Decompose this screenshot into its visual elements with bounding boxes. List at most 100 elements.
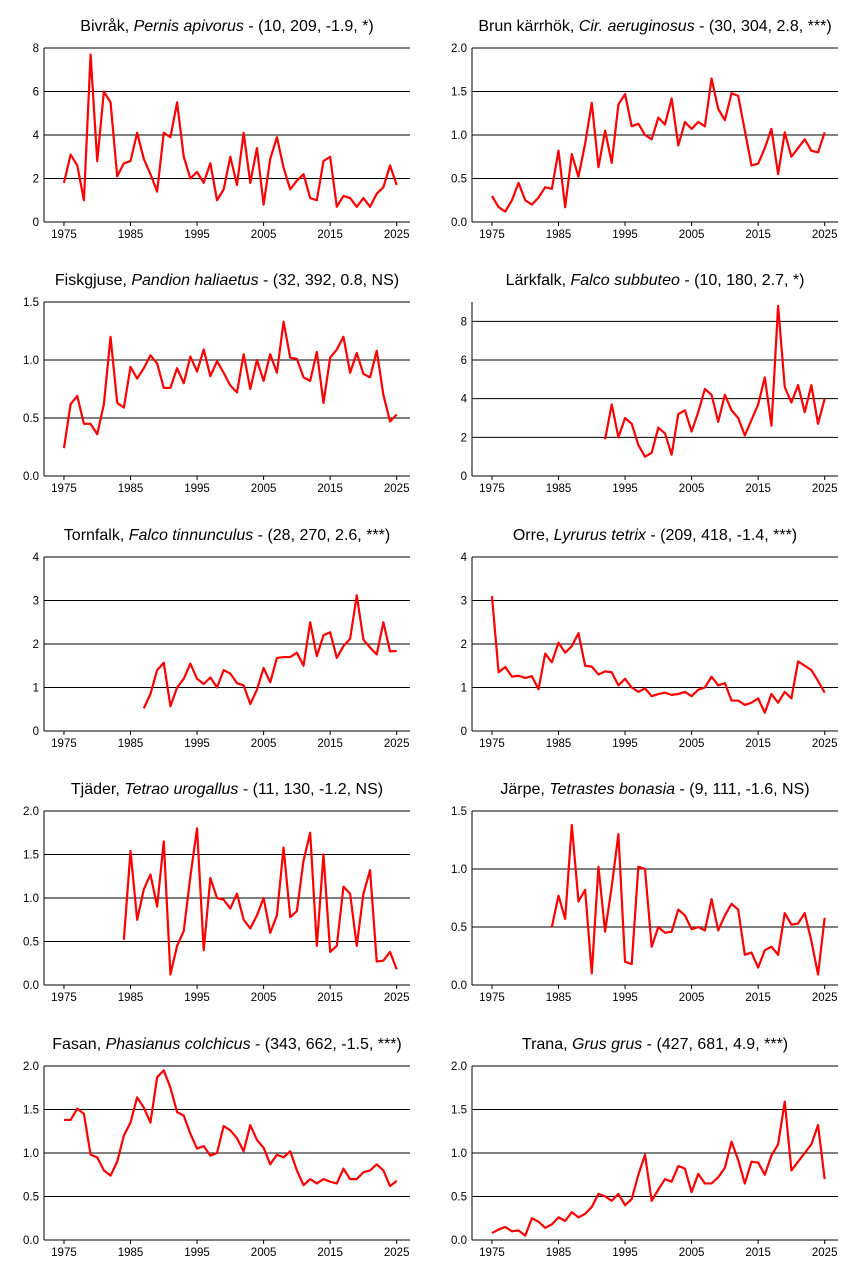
- x-tick-label: 2015: [745, 1247, 771, 1259]
- series-line: [604, 304, 826, 458]
- title-latin-name: Tetrao urogallus: [124, 781, 238, 798]
- x-tick-label: 2025: [812, 483, 838, 495]
- x-tick-label: 2005: [251, 229, 277, 241]
- title-latin-name: Pandion haliaetus: [131, 272, 258, 289]
- series-line: [550, 823, 826, 976]
- y-tick-label: 0.5: [451, 174, 467, 186]
- chart-title: Tornfalk, Falco tinnunculus - (28, 270, …: [64, 527, 390, 544]
- title-common-name: Tjäder,: [71, 781, 124, 798]
- title-stats: - (32, 392, 0.8, NS): [259, 272, 400, 289]
- title-latin-name: Falco subbuteo: [571, 272, 681, 289]
- x-tick-label: 1995: [612, 483, 638, 495]
- y-tick-label: 0: [33, 217, 39, 229]
- x-tick-label: 2015: [745, 229, 771, 241]
- y-tick-label: 2.0: [451, 1061, 467, 1073]
- y-tick-label: 0.5: [23, 1192, 39, 1204]
- x-tick-label: 1975: [51, 229, 77, 241]
- x-tick-label: 1975: [479, 738, 505, 750]
- title-common-name: Bivråk,: [80, 17, 133, 35]
- x-tick-label: 1995: [612, 992, 638, 1004]
- x-tick-label: 2025: [812, 992, 838, 1004]
- title-stats: - (343, 662, -1.5, ***): [251, 1036, 402, 1053]
- title-common-name: Orre,: [513, 527, 554, 544]
- x-tick-label: 2005: [251, 992, 277, 1004]
- y-tick-label: 1.0: [23, 893, 39, 905]
- chart-panel: Tornfalk, Falco tinnunculus - (28, 270, …: [33, 527, 410, 750]
- series-line: [491, 77, 826, 213]
- y-tick-label: 1.5: [451, 806, 467, 818]
- chart-panel: Brun kärrhök, Cir. aeruginosus - (30, 30…: [451, 18, 838, 241]
- title-stats: - (28, 270, 2.6, ***): [253, 527, 390, 544]
- y-tick-label: 0.5: [451, 922, 467, 934]
- y-tick-label: 6: [33, 87, 39, 99]
- x-tick-label: 2005: [251, 738, 277, 750]
- x-tick-label: 2015: [317, 738, 343, 750]
- y-tick-label: 0: [33, 726, 39, 738]
- x-tick-label: 2015: [745, 483, 771, 495]
- series-line: [142, 594, 397, 709]
- y-tick-label: 0.0: [23, 471, 39, 483]
- series-line: [62, 53, 398, 208]
- chart-title: Järpe, Tetrastes bonasia - (9, 111, -1.6…: [500, 781, 809, 798]
- chart-panel: Fiskgjuse, Pandion haliaetus - (32, 392,…: [23, 272, 410, 495]
- x-tick-label: 2015: [317, 992, 343, 1004]
- chart-panel: Lärkfalk, Falco subbuteo - (10, 180, 2.7…: [461, 272, 838, 495]
- x-tick-label: 2005: [251, 483, 277, 495]
- chart-title: Fasan, Phasianus colchicus - (343, 662, …: [52, 1036, 402, 1053]
- x-tick-label: 1975: [479, 992, 505, 1004]
- x-tick-label: 1975: [51, 483, 77, 495]
- chart-title: Tjäder, Tetrao urogallus - (11, 130, -1.…: [71, 781, 383, 798]
- y-tick-label: 1.5: [23, 850, 39, 862]
- y-tick-label: 1.5: [451, 1105, 467, 1117]
- title-stats: - (11, 130, -1.2, NS): [238, 781, 383, 798]
- title-latin-name: Pernis apivorus: [134, 18, 244, 35]
- title-common-name: Trana,: [522, 1036, 572, 1053]
- y-tick-label: 2: [33, 639, 39, 651]
- x-tick-label: 2015: [317, 1247, 343, 1259]
- y-tick-label: 0: [461, 471, 467, 483]
- title-common-name: Fasan,: [52, 1036, 105, 1053]
- title-stats: - (10, 209, -1.9, *): [244, 18, 374, 35]
- chart-panel: Järpe, Tetrastes bonasia - (9, 111, -1.6…: [451, 781, 838, 1004]
- y-tick-label: 4: [461, 394, 468, 406]
- chart-panel: Fasan, Phasianus colchicus - (343, 662, …: [23, 1036, 410, 1259]
- x-tick-label: 2005: [251, 1247, 277, 1259]
- y-tick-label: 3: [461, 596, 467, 608]
- y-tick-label: 2.0: [451, 43, 467, 55]
- y-tick-label: 0.0: [451, 980, 467, 992]
- title-latin-name: Falco tinnunculus: [129, 527, 254, 544]
- x-tick-label: 1985: [118, 229, 144, 241]
- y-tick-label: 1.5: [23, 297, 39, 309]
- series-line: [490, 596, 826, 714]
- x-tick-label: 2025: [384, 738, 410, 750]
- x-tick-label: 1975: [479, 1247, 505, 1259]
- x-tick-label: 1995: [184, 483, 210, 495]
- chart-title: Orre, Lyrurus tetrix - (209, 418, -1.4, …: [513, 527, 797, 544]
- x-tick-label: 1975: [51, 738, 77, 750]
- series-line: [491, 1100, 826, 1237]
- y-tick-label: 1.5: [23, 1105, 39, 1117]
- x-tick-label: 1985: [546, 483, 572, 495]
- x-tick-label: 1995: [184, 1247, 210, 1259]
- y-tick-label: 0.0: [451, 1235, 467, 1247]
- x-tick-label: 2005: [679, 483, 705, 495]
- x-tick-label: 1985: [546, 1247, 572, 1259]
- title-latin-name: Tetrastes bonasia: [549, 781, 675, 798]
- y-tick-label: 0.5: [23, 413, 39, 425]
- chart-title: Brun kärrhök, Cir. aeruginosus - (30, 30…: [478, 18, 831, 35]
- chart-title: Trana, Grus grus - (427, 681, 4.9, ***): [522, 1036, 788, 1053]
- y-tick-label: 8: [461, 316, 467, 328]
- x-tick-label: 2025: [384, 1247, 410, 1259]
- y-tick-label: 1.0: [23, 355, 39, 367]
- title-latin-name: Phasianus colchicus: [106, 1036, 251, 1053]
- chart-title: Lärkfalk, Falco subbuteo - (10, 180, 2.7…: [506, 272, 805, 289]
- x-tick-label: 1995: [184, 992, 210, 1004]
- y-tick-label: 0.0: [451, 217, 467, 229]
- y-tick-label: 1.0: [451, 864, 467, 876]
- x-tick-label: 1995: [184, 229, 210, 241]
- x-tick-label: 1985: [546, 738, 572, 750]
- y-tick-label: 8: [33, 43, 39, 55]
- x-tick-label: 2025: [384, 483, 410, 495]
